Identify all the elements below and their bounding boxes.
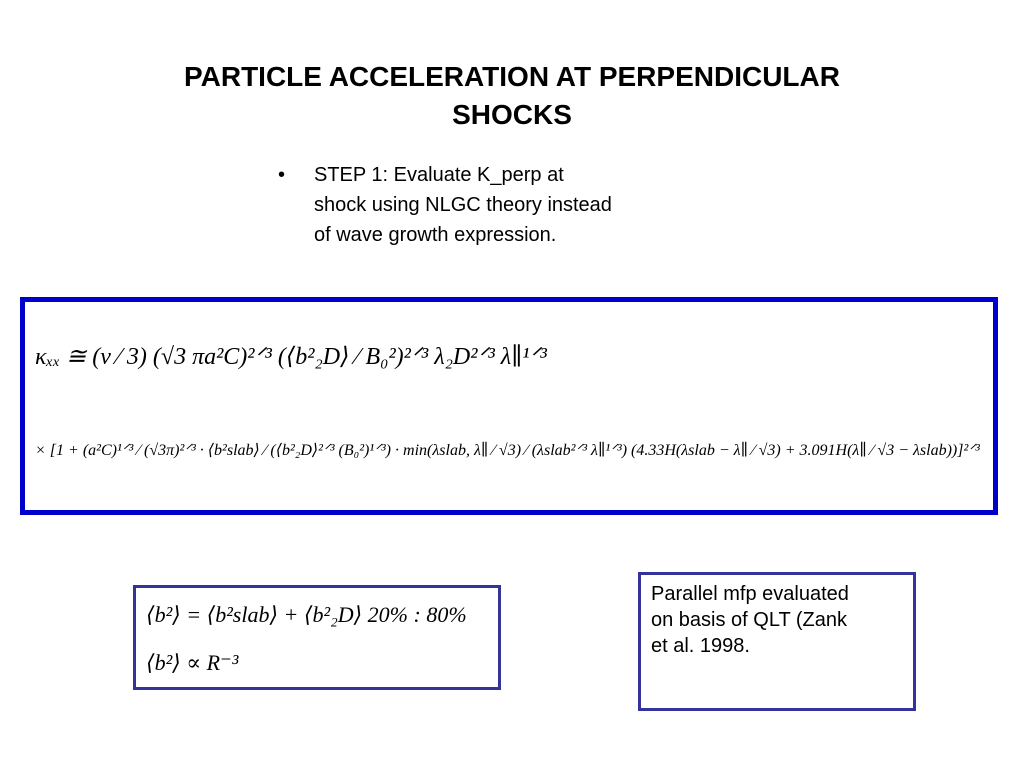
bullet-line: shock using NLGC theory instead: [314, 194, 612, 216]
bullet-line: STEP 1: Evaluate K_perp at: [314, 164, 564, 186]
title-line: SHOCKS: [452, 99, 572, 130]
bullet-line: of wave growth expression.: [314, 224, 557, 246]
note-box: Parallel mfp evaluated on basis of QLT (…: [638, 572, 916, 711]
equation: ⟨b²⟩ = ⟨b²slab⟩ + ⟨b²₂D⟩ 20% : 80%: [146, 602, 467, 627]
note-line: on basis of QLT (Zank: [651, 609, 848, 631]
equation: × [1 + (a²C)¹ᐟ³ ⁄ (√3π)²ᐟ³ · ⟨b²slab⟩ ⁄ …: [35, 442, 980, 459]
slide-title: PARTICLE ACCELERATION AT PERPENDICULAR S…: [60, 58, 964, 134]
equation: κₓₓ ≅ (v ⁄ 3) (√3 πa²C)²ᐟ³ (⟨b²₂D⟩ ⁄ B₀²…: [35, 344, 547, 370]
equation-box: κₓₓ ≅ (v ⁄ 3) (√3 πa²C)²ᐟ³ (⟨b²₂D⟩ ⁄ B₀²…: [20, 297, 998, 515]
note-line: Parallel mfp evaluated: [651, 583, 849, 605]
bullet: • STEP 1: Evaluate K_perp at shock using…: [278, 160, 718, 250]
equation: ⟨b²⟩ ∝ R⁻³: [146, 650, 239, 675]
equation-box: ⟨b²⟩ = ⟨b²slab⟩ + ⟨b²₂D⟩ 20% : 80% ⟨b²⟩ …: [133, 585, 501, 690]
title-line: PARTICLE ACCELERATION AT PERPENDICULAR: [184, 61, 840, 92]
bullet-marker: •: [278, 164, 286, 186]
note-line: et al. 1998.: [651, 635, 750, 657]
